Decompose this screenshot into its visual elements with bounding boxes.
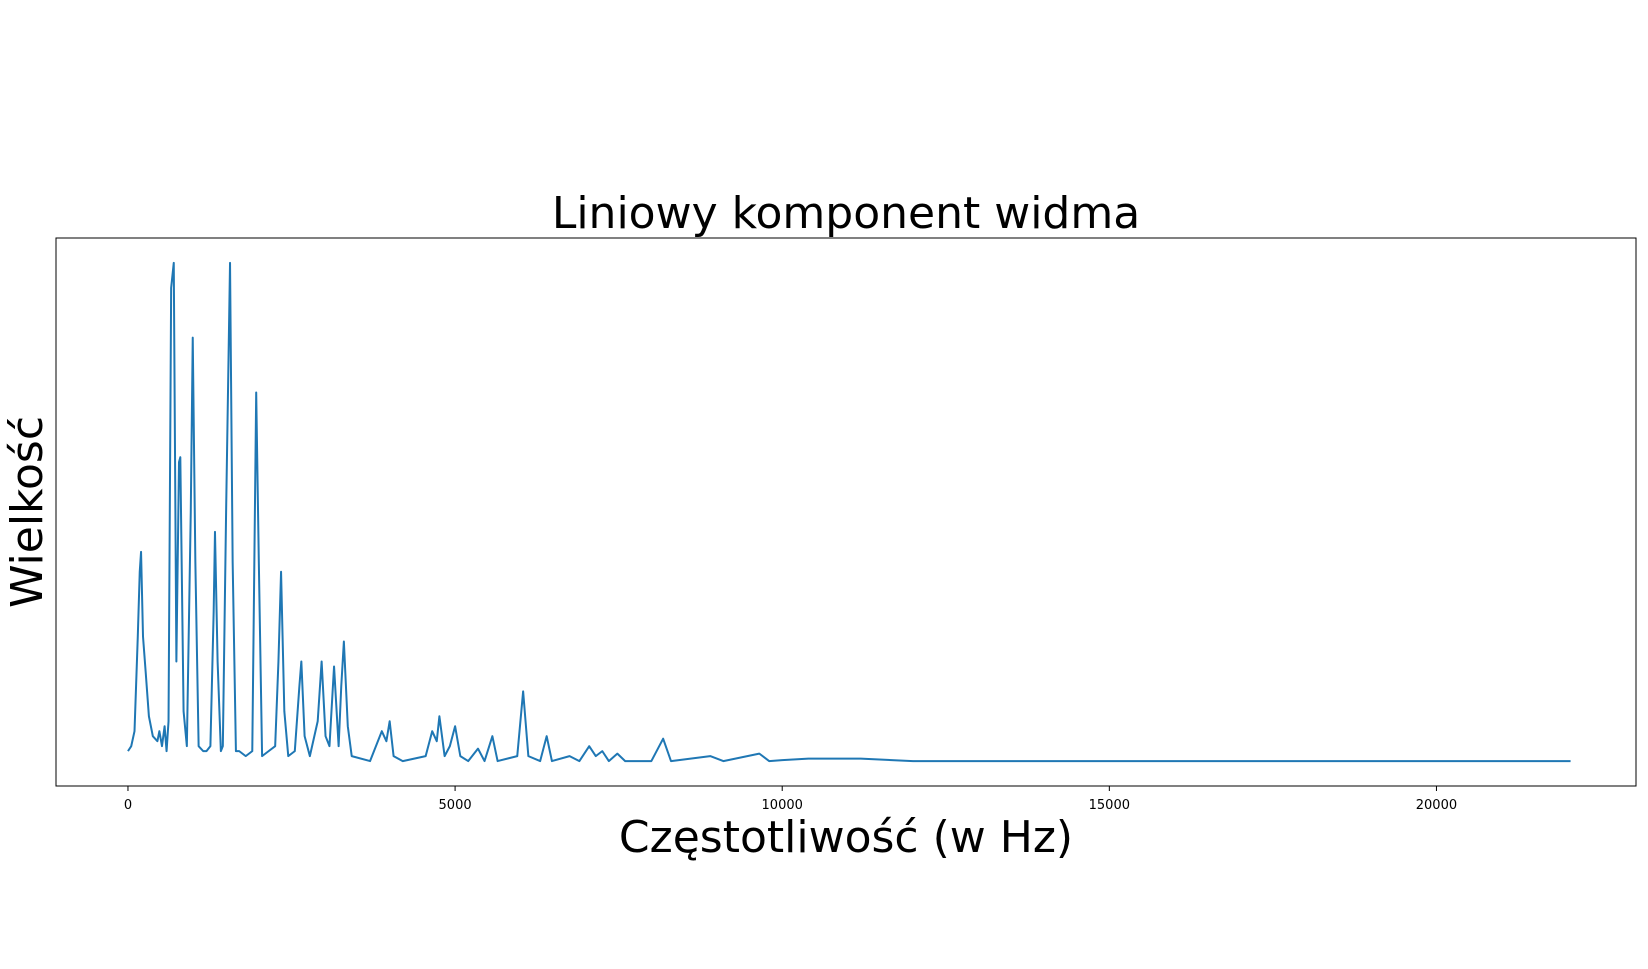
- x-tick-label: 10000: [762, 798, 803, 813]
- y-axis-label: Wielkość: [2, 416, 53, 608]
- x-tick-label: 0: [124, 798, 132, 813]
- chart-title: Liniowy komponent widma: [552, 188, 1140, 239]
- line: [127, 261, 1571, 763]
- x-tick-label: 5000: [439, 798, 472, 813]
- x-axis-label: Częstotliwość (w Hz): [619, 812, 1073, 863]
- x-tick-label: 20000: [1416, 798, 1457, 813]
- x-tick-label: 15000: [1089, 798, 1130, 813]
- plot-frame: [55, 237, 1637, 787]
